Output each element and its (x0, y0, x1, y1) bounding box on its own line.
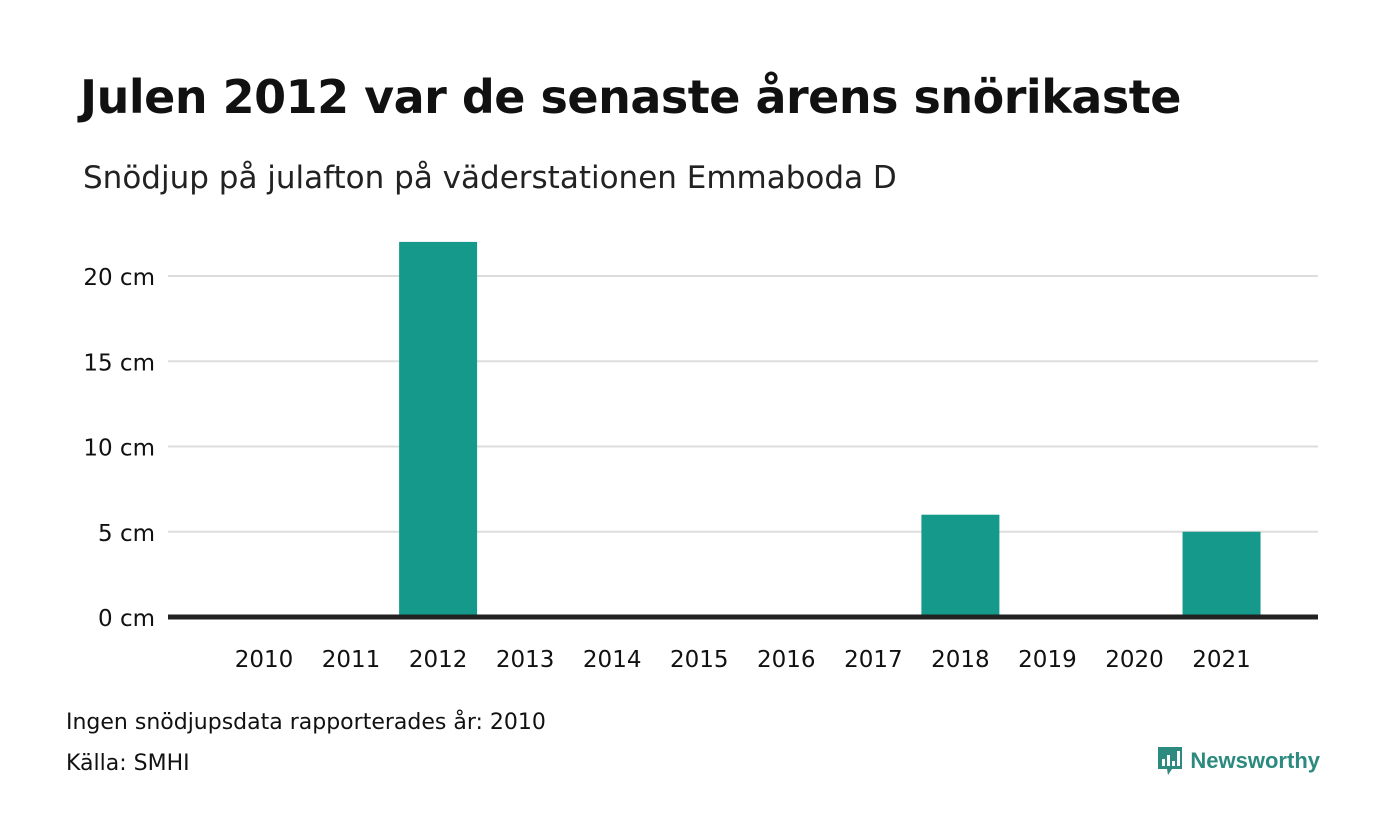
bar (921, 514, 1000, 617)
y-tick-label: 20 cm (83, 265, 155, 291)
x-tick-label: 2012 (409, 647, 468, 673)
bar (399, 241, 478, 617)
x-tick-label: 2011 (322, 647, 381, 673)
y-tick-label: 10 cm (83, 436, 155, 462)
bar-chart-speech-bubble-icon (1158, 747, 1183, 775)
newsworthy-logo: Newsworthy (1156, 745, 1320, 777)
x-tick-label: 2019 (1018, 647, 1077, 673)
x-tick-label: 2014 (583, 647, 642, 673)
x-tick-label: 2020 (1105, 647, 1164, 673)
x-tick-label: 2015 (670, 647, 729, 673)
x-tick-label: 2016 (757, 647, 816, 673)
y-tick-label: 0 cm (98, 606, 155, 632)
x-tick-label: 2010 (235, 647, 294, 673)
source-note: Källa: SMHI (66, 751, 190, 776)
y-tick-label: 5 cm (98, 521, 155, 547)
x-tick-label: 2013 (496, 647, 555, 673)
brand-name: Newsworthy (1190, 748, 1320, 773)
x-tick-label: 2021 (1192, 647, 1251, 673)
x-tick-label: 2017 (844, 647, 903, 673)
bar-chart: 0 cm 5 cm 10 cm 15 cm 20 cm 2010 2011 2012 2013 2… (83, 241, 1318, 673)
y-tick-label: 15 cm (83, 350, 155, 376)
chart-subtitle: Snödjup på julafton på väderstationen Em… (83, 160, 897, 196)
chart-title: Julen 2012 var de senaste årens snörikas… (80, 70, 1181, 124)
x-tick-label: 2018 (931, 647, 990, 673)
bar (1182, 531, 1261, 617)
missing-data-note: Ingen snödjupsdata rapporterades år: 201… (66, 710, 546, 735)
